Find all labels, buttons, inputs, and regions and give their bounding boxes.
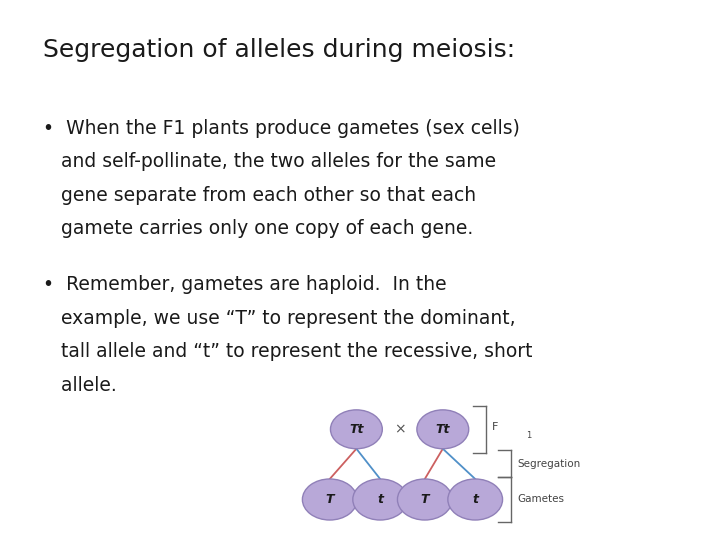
Text: gene separate from each other so that each: gene separate from each other so that ea… <box>43 186 477 205</box>
Text: Tt: Tt <box>436 423 450 436</box>
Circle shape <box>353 479 408 520</box>
Text: ×: × <box>394 422 405 436</box>
Text: Tt: Tt <box>349 423 364 436</box>
Text: •  When the F1 plants produce gametes (sex cells): • When the F1 plants produce gametes (se… <box>43 119 520 138</box>
Text: T: T <box>325 493 334 506</box>
Text: t: t <box>377 493 383 506</box>
Circle shape <box>448 479 503 520</box>
Text: example, we use “T” to represent the dominant,: example, we use “T” to represent the dom… <box>43 309 516 328</box>
Text: and self-pollinate, the two alleles for the same: and self-pollinate, the two alleles for … <box>43 152 496 171</box>
Text: t: t <box>472 493 478 506</box>
Circle shape <box>397 479 452 520</box>
Circle shape <box>302 479 357 520</box>
Circle shape <box>417 410 469 449</box>
Text: Segregation of alleles during meiosis:: Segregation of alleles during meiosis: <box>43 38 516 62</box>
Text: •  Remember, gametes are haploid.  In the: • Remember, gametes are haploid. In the <box>43 275 447 294</box>
Text: allele.: allele. <box>43 376 117 395</box>
Text: F: F <box>492 422 498 431</box>
Text: Segregation: Segregation <box>517 459 580 469</box>
Text: gamete carries only one copy of each gene.: gamete carries only one copy of each gen… <box>43 219 474 238</box>
Circle shape <box>330 410 382 449</box>
Text: tall allele and “t” to represent the recessive, short: tall allele and “t” to represent the rec… <box>43 342 533 361</box>
Text: 1: 1 <box>526 431 531 440</box>
Text: T: T <box>420 493 429 506</box>
Text: Gametes: Gametes <box>517 495 564 504</box>
